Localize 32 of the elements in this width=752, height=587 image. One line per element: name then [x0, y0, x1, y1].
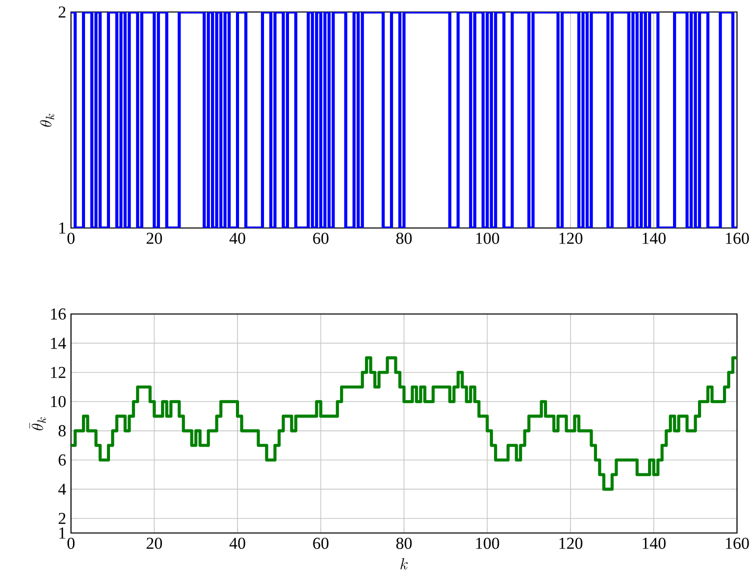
x-tick-label: 160	[726, 538, 749, 549]
x-tick-label: 40	[230, 538, 246, 549]
x-tick-label: 60	[313, 538, 328, 549]
y-tick-label: 14	[51, 338, 66, 349]
x-tick-label: 20	[146, 232, 162, 244]
x-tick-label: 20	[146, 538, 162, 549]
y-tick-label: 12	[51, 366, 66, 378]
y-tick-label: 6	[58, 454, 66, 466]
x-tick-label: 60	[313, 232, 328, 244]
x-tick-label: 120	[559, 538, 582, 549]
y-tick-label: 10	[51, 396, 66, 408]
y-tick-label: 2	[58, 512, 66, 524]
y-tick-label: 1	[59, 222, 66, 234]
x-tick-label: 80	[396, 538, 412, 549]
x-tick-label: 40	[230, 232, 246, 244]
x-tick-label: 140	[642, 538, 666, 549]
x-tick-label: 100	[476, 538, 500, 549]
x-tick-label: 80	[396, 232, 412, 244]
y-tick-label: 16	[51, 308, 66, 320]
y-tick-label: 2	[58, 6, 66, 18]
x-axis-title: $k$	[400, 558, 408, 570]
x-tick-label: 160	[726, 232, 749, 244]
y-axis-title: $\bar{\theta}_k$	[29, 417, 46, 430]
x-tick-label: 0	[67, 538, 75, 549]
y-axis-title: $\theta_k$	[40, 114, 54, 127]
y-tick-label: 1	[59, 528, 66, 538]
y-tick-label: 4	[58, 484, 66, 495]
y-tick-label: 8	[58, 425, 66, 436]
x-tick-label: 100	[476, 232, 500, 244]
x-tick-label: 120	[559, 232, 582, 244]
x-tick-label: 140	[642, 232, 666, 244]
x-tick-label: 0	[67, 232, 75, 244]
